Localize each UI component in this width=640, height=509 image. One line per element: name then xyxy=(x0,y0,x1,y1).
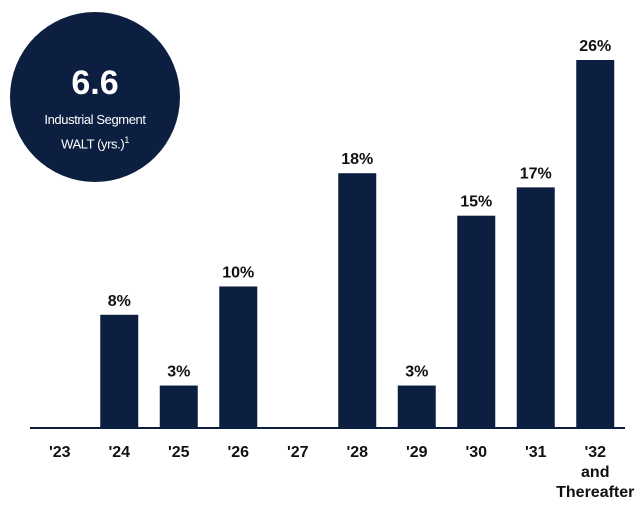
data-label: 8% xyxy=(108,293,131,310)
x-tick-label: '25 xyxy=(168,444,190,461)
x-tick-label: '31 xyxy=(525,444,547,461)
bar xyxy=(219,286,258,428)
data-label: 3% xyxy=(167,364,190,381)
walt-label: Industrial Segment WALT (yrs.)1 xyxy=(10,110,180,154)
x-tick-label: '30 xyxy=(465,444,487,461)
x-tick-label: '24 xyxy=(108,444,130,461)
x-tick-label: '27 xyxy=(287,444,309,461)
walt-label-line2: WALT (yrs.)1 xyxy=(10,130,180,154)
data-label: 17% xyxy=(520,165,552,182)
data-label: 3% xyxy=(405,364,428,381)
x-tick-label: Thereafter xyxy=(556,484,634,501)
x-tick-label: '28 xyxy=(346,444,368,461)
data-label: 26% xyxy=(579,38,611,55)
bar xyxy=(576,60,615,428)
x-tick-label: '32 xyxy=(584,444,606,461)
x-tick-label: '23 xyxy=(49,444,71,461)
bar xyxy=(100,314,139,428)
x-tick-label: '29 xyxy=(406,444,428,461)
walt-badge: 6.6 Industrial Segment WALT (yrs.)1 xyxy=(10,12,180,182)
x-tick-label: and xyxy=(581,464,609,481)
bar xyxy=(457,215,496,428)
data-label: 10% xyxy=(222,264,254,281)
x-tick-label: '26 xyxy=(227,444,249,461)
bar xyxy=(159,385,198,428)
data-label: 15% xyxy=(460,194,492,211)
footnote-mark: 1 xyxy=(124,135,129,145)
walt-label-line1: Industrial Segment xyxy=(44,112,146,127)
bar xyxy=(338,173,377,428)
data-label: 18% xyxy=(341,151,373,168)
bar xyxy=(397,385,436,428)
bar xyxy=(516,187,555,428)
walt-value: 6.6 xyxy=(71,64,119,102)
walt-label-line2-text: WALT (yrs.) xyxy=(61,136,125,152)
